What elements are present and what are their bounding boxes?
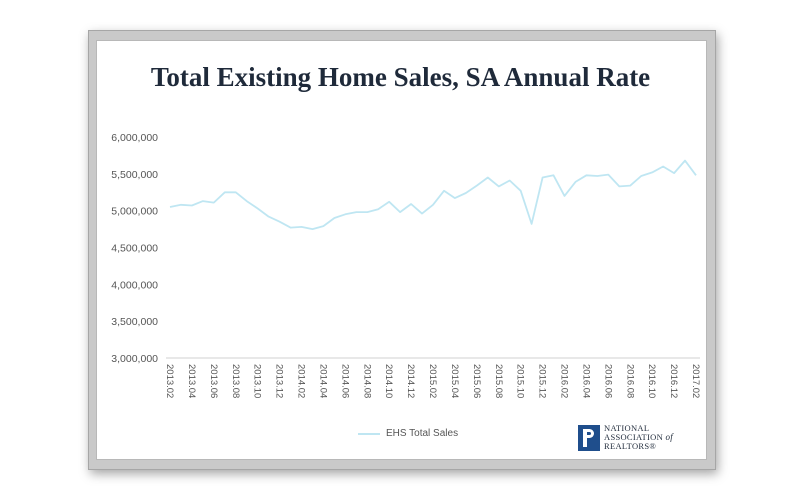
slide-area [96, 40, 707, 460]
x-tick-label: 2013.08 [230, 364, 241, 398]
logo-line-3: REALTORS® [604, 441, 657, 451]
x-tick-label: 2013.04 [186, 364, 197, 398]
x-tick-label: 2016.02 [559, 364, 570, 398]
x-tick-label: 2015.02 [427, 364, 438, 398]
legend-label: EHS Total Sales [386, 428, 459, 439]
line-chart: 3,000,000 3,500,000 4,000,000 4,500,000 5,00… [111, 132, 701, 398]
x-tick-label: 2014.04 [317, 364, 328, 398]
nar-logo: NATIONAL ASSOCIATION of REALTORS® [578, 424, 673, 451]
x-tick-label: 2016.12 [668, 364, 679, 398]
x-tick-label: 2016.10 [646, 364, 657, 398]
y-tick-label: 6,000,000 [111, 132, 158, 144]
y-axis-ticks: 3,000,000 3,500,000 4,000,000 4,500,000 5,00… [111, 132, 158, 365]
x-tick-label: 2014.02 [296, 364, 307, 398]
x-tick-label: 2013.06 [208, 364, 219, 398]
legend-swatch [358, 432, 380, 435]
x-tick-label: 2013.10 [252, 364, 263, 398]
x-tick-label: 2015.04 [449, 364, 460, 398]
x-tick-label: 2016.08 [624, 364, 635, 398]
x-tick-label: 2014.06 [339, 364, 350, 398]
x-tick-label: 2015.12 [537, 364, 548, 398]
x-tick-label: 2013.12 [274, 364, 285, 398]
y-tick-label: 3,000,000 [111, 353, 158, 365]
series-line-ehs-total-sales [169, 159, 697, 230]
y-tick-label: 4,000,000 [111, 279, 158, 291]
realtor-r-icon [578, 424, 600, 451]
legend: EHS Total Sales [358, 428, 458, 439]
x-tick-label: 2016.04 [580, 364, 591, 398]
y-tick-label: 5,500,000 [111, 169, 158, 181]
chart-title: Total Existing Home Sales, SA Annual Rat… [150, 62, 651, 92]
x-tick-label: 2015.08 [493, 364, 504, 398]
y-tick-label: 3,500,000 [111, 316, 158, 328]
x-axis-ticks: 2013.02 2013.04 2013.06 2013.08 2013.10 2013.… [164, 364, 701, 398]
x-tick-label: 2016.06 [602, 364, 613, 398]
y-tick-label: 4,500,000 [111, 243, 158, 255]
x-tick-label: 2015.10 [515, 364, 526, 398]
x-tick-label: 2014.08 [361, 364, 372, 398]
x-tick-label: 2013.02 [164, 364, 175, 398]
x-tick-label: 2017.02 [690, 364, 701, 398]
x-tick-label: 2015.06 [471, 364, 482, 398]
logo-line-2: ASSOCIATION of [604, 432, 674, 442]
x-tick-label: 2014.12 [405, 364, 416, 398]
x-tick-label: 2014.10 [383, 364, 394, 398]
y-tick-label: 5,000,000 [111, 206, 158, 218]
logo-text: NATIONAL ASSOCIATION of REALTORS® [604, 424, 673, 451]
logo-line-1: NATIONAL [604, 423, 650, 433]
